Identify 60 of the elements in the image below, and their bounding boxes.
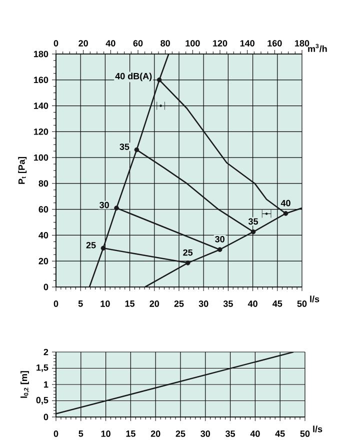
x2-tick-label: 40 (106, 40, 116, 46)
x2-axis-title: m$^{3}$/h (308, 44, 327, 52)
x2-tick-label: 120 (213, 40, 228, 46)
x2-tick-label: 180 (295, 40, 310, 46)
x-tick-label: 50 (300, 430, 310, 437)
x-tick-label: 45 (275, 430, 285, 437)
y-tick-label: 100 (34, 154, 48, 161)
y-axis-title: l$_{0,2}$ [m] (20, 371, 30, 398)
x-tick-label: 15 (125, 300, 135, 307)
x-axis-title: l/s (310, 296, 320, 302)
annotation: 25 (183, 249, 193, 256)
y-axis-title: P$_{t}$ [Pa] (18, 157, 27, 184)
y-tick-label: 0,5 (36, 396, 48, 405)
x-tick-label: 45 (272, 300, 282, 307)
x-tick-label: 30 (200, 430, 210, 437)
x2-tick-label: 140 (240, 40, 254, 46)
y-tick-label: 1 (44, 381, 48, 388)
y-tick-label: 60 (38, 206, 48, 213)
y-tick-label: 80 (38, 180, 48, 187)
x-tick-label: 50 (297, 300, 307, 307)
x2-tick-label: 160 (268, 40, 282, 46)
x2-tick-label: 20 (78, 40, 88, 46)
x2-tick-label: 80 (160, 40, 170, 46)
y-tick-label: 0 (44, 284, 48, 290)
annotation: 30 (215, 236, 224, 242)
x2-tick-label: 60 (133, 40, 143, 46)
y-tick-label: 40 (38, 232, 48, 238)
annotation: 35 (120, 144, 130, 150)
y-tick-label: 2 (44, 348, 48, 356)
annotation: 30 (100, 202, 109, 208)
x-tick-label: 20 (150, 430, 160, 437)
x2-tick-label: 0 (54, 40, 58, 46)
annotation: 40 dB(A) (115, 72, 152, 82)
x-tick-label: 30 (198, 300, 208, 307)
x-tick-label: 0 (54, 430, 58, 437)
x2-tick-label: 100 (186, 40, 200, 46)
y-tick-label: 1,5 (36, 364, 48, 372)
x-tick-label: 15 (126, 430, 136, 437)
x-tick-label: 40 (250, 430, 260, 437)
x-tick-label: 5 (78, 430, 84, 437)
x-tick-label: 25 (176, 430, 186, 437)
annotation: 40 (280, 200, 290, 206)
x-tick-label: 35 (225, 430, 236, 437)
x-tick-label: 10 (100, 300, 110, 307)
x-tick-label: 10 (101, 430, 110, 437)
y-tick-label: 20 (38, 258, 48, 264)
x-axis-title: l/s (313, 426, 322, 432)
y-tick-label: 0 (44, 414, 48, 420)
y-tick-label: 140 (34, 102, 48, 109)
x-tick-label: 5 (78, 300, 83, 307)
annotation: 25 (86, 242, 96, 248)
x-tick-label: 0 (54, 300, 58, 307)
x-tick-label: 40 (248, 300, 258, 307)
annotation: 35 (248, 218, 258, 225)
y-tick-label: 180 (34, 50, 48, 58)
x-tick-label: 35 (223, 300, 233, 307)
y-tick-label: 160 (34, 76, 48, 84)
x-tick-label: 20 (150, 300, 160, 307)
y-tick-label: 120 (34, 128, 48, 135)
x-tick-label: 25 (174, 300, 184, 307)
